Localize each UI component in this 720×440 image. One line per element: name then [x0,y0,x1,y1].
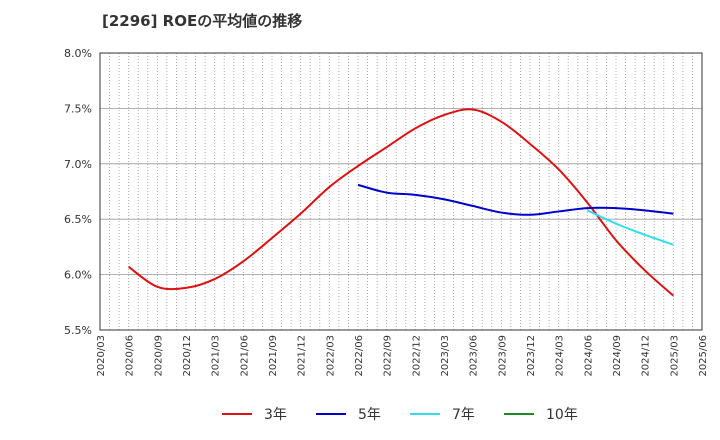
x-tick-label: 2021/12 [297,335,308,377]
x-tick-label: 2021/09 [268,335,279,377]
x-tick-label: 2020/03 [96,335,107,377]
x-tick-label: 2020/06 [125,335,136,377]
x-tick-label: 2021/06 [239,335,250,377]
x-tick-label: 2022/03 [325,335,336,377]
legend-label: 10年 [546,407,578,423]
x-tick-label: 2023/03 [440,335,451,377]
x-tick-label: 2022/06 [354,335,365,377]
x-tick-label: 2020/09 [153,335,164,377]
grid [100,52,702,331]
legend-label: 7年 [452,407,475,423]
legend-label: 3年 [264,407,287,423]
x-tick-label: 2022/09 [383,335,394,377]
x-tick-label: 2022/12 [411,335,422,377]
x-tick-label: 2023/06 [469,335,480,377]
legend: 3年 5年 7年 10年 [222,407,578,423]
x-axis: 2020/03 2020/06 2020/09 2020/12 2021/03 2021/… [96,335,709,377]
x-tick-label: 2025/03 [669,335,680,377]
x-tick-label: 2025/06 [698,335,709,377]
x-tick-label: 2024/06 [583,335,594,377]
y-tick-label: 7.5% [64,102,92,115]
x-tick-label: 2020/12 [182,335,193,377]
series-line-2 [586,209,674,246]
y-tick-label: 5.5% [64,324,92,337]
x-tick-label: 2024/09 [612,335,623,377]
x-tick-label: 2021/03 [211,335,222,377]
series [128,108,674,297]
series-line-1 [357,183,674,216]
x-tick-label: 2023/12 [526,335,537,377]
plot-area-border [99,52,703,331]
y-tick-label: 8.0% [64,47,92,60]
x-tick-label: 2024/12 [641,335,652,377]
x-tick-label: 2024/03 [555,335,566,377]
series-line-0 [128,108,674,297]
legend-label: 5年 [358,407,381,423]
x-tick-label: 2023/09 [497,335,508,377]
y-axis: 5.5% 6.0% 6.5% 7.0% 7.5% 8.0% [64,47,92,337]
chart-title: [2296] ROEの平均値の推移 [102,12,303,30]
y-tick-label: 6.0% [64,269,92,282]
y-tick-label: 6.5% [64,213,92,226]
y-tick-label: 7.0% [64,158,92,171]
